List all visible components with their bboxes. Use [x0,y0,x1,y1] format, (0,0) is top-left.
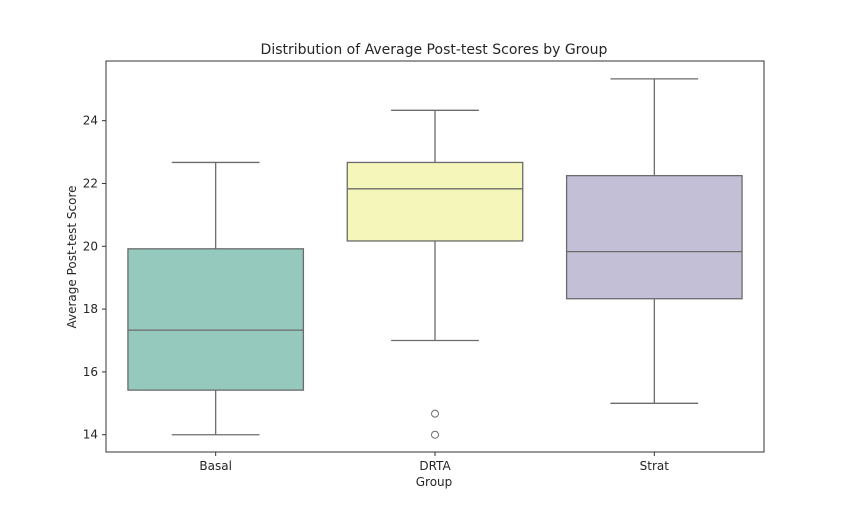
x-axis-label: Group [416,475,453,489]
chart-title: Distribution of Average Post-test Scores… [261,42,608,58]
box-basal [127,248,305,391]
y-tick-label-16: 16 [83,365,98,379]
box-group-drta [346,109,524,439]
x-tick-label-basal: Basal [199,459,232,473]
y-tick-label-24: 24 [83,114,98,128]
box-group-basal [127,161,305,436]
y-axis-label: Average Post-test Score [65,186,79,329]
outlier-point-drta-2 [431,430,439,439]
outlier-point-drta-1 [431,409,439,418]
y-tick-label-18: 18 [83,302,98,316]
box-group-strat [565,78,743,404]
box-strat [565,174,743,300]
x-axis: Basal DRTA Strat [199,452,669,473]
x-tick-label-strat: Strat [640,459,670,473]
x-tick-label-drta: DRTA [419,459,451,473]
y-tick-label-14: 14 [83,428,98,442]
y-axis: 14 16 18 20 22 24 [83,114,106,442]
plot-area [127,78,743,439]
y-tick-label-22: 22 [83,176,98,190]
box-drta [346,161,524,242]
y-tick-label-20: 20 [83,239,98,253]
